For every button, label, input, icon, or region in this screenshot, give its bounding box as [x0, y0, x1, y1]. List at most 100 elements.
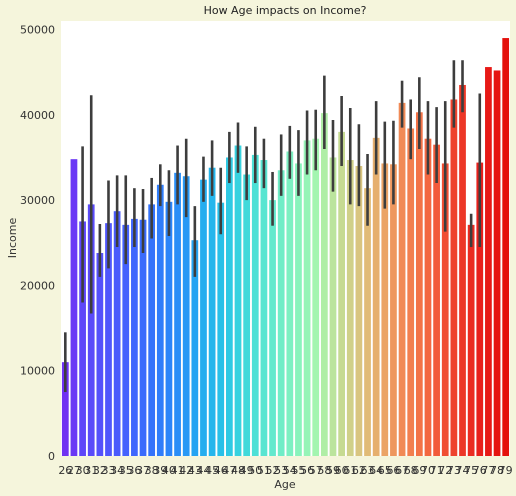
bar-age-32: [96, 253, 104, 456]
bar-age-74: [459, 84, 466, 457]
bar-age-42: [182, 176, 190, 456]
bar-age-34: [113, 211, 121, 456]
bar-age-35: [122, 224, 130, 456]
x-tick-label: 71: [430, 464, 444, 477]
x-tick-label: 45: [205, 464, 219, 477]
bar-age-26: [61, 362, 69, 456]
bar-age-71: [433, 144, 440, 457]
bar-age-59: [329, 157, 337, 456]
x-tick-label: 42: [179, 464, 193, 477]
bar-age-36: [131, 218, 138, 456]
x-tick-label: 72: [438, 464, 452, 477]
x-tick-label: 50: [248, 464, 262, 477]
x-tick-label: 53: [274, 464, 288, 477]
x-tick-label: 40: [162, 464, 176, 477]
x-tick-label: 61: [343, 464, 357, 477]
x-tick-label: 64: [369, 464, 383, 477]
x-tick-label: 31: [84, 464, 98, 477]
bar-age-46: [217, 202, 225, 456]
bar-age-60: [338, 131, 345, 456]
bar-age-53: [277, 170, 285, 456]
bar-age-43: [191, 240, 199, 456]
error-bars: [64, 60, 482, 393]
x-tick-label: 30: [76, 464, 90, 477]
x-tick-label: 59: [326, 464, 340, 477]
x-tick-label: 43: [188, 464, 202, 477]
bar-age-51: [260, 160, 268, 456]
x-tick-label: 39: [153, 464, 167, 477]
bar-age-31: [87, 204, 95, 456]
x-tick-label: 51: [257, 464, 271, 477]
x-tick-label: 68: [404, 464, 418, 477]
bar-age-69: [415, 112, 423, 456]
bar-age-47: [226, 157, 233, 456]
x-tick-label: 67: [395, 464, 409, 477]
bar-age-68: [407, 128, 415, 456]
x-tick-label: 26: [58, 464, 72, 477]
x-tick-label: 35: [119, 464, 133, 477]
bar-age-56: [303, 140, 311, 457]
bar-age-58: [320, 113, 328, 456]
bar-age-62: [355, 166, 363, 456]
x-tick-label: 54: [283, 464, 297, 477]
bar-age-39: [156, 184, 164, 456]
bar-age-49: [243, 174, 251, 456]
x-tick-label: 55: [291, 464, 305, 477]
x-tick-label: 70: [421, 464, 435, 477]
x-tick-label: 52: [266, 464, 280, 477]
x-tick-label: 41: [171, 464, 185, 477]
x-tick-label: 73: [447, 464, 461, 477]
y-tick-label: 30000: [20, 194, 55, 207]
x-tick-label: 75: [464, 464, 478, 477]
bar-age-67: [398, 102, 406, 456]
bar-age-65: [381, 163, 389, 457]
x-tick-label: 56: [300, 464, 314, 477]
bar-age-72: [441, 163, 449, 457]
x-tick-label: 76: [473, 464, 487, 477]
bar-age-38: [148, 204, 156, 456]
x-tick-label: 32: [93, 464, 107, 477]
x-tick-label: 62: [352, 464, 366, 477]
bar-age-48: [234, 145, 242, 456]
bar-age-30: [79, 221, 86, 456]
x-tick-label: 65: [378, 464, 392, 477]
chart-title: How Age impacts on Income?: [204, 4, 367, 17]
x-tick-label: 44: [196, 464, 210, 477]
x-axis-label: Age: [274, 478, 296, 491]
x-tick-label: 66: [386, 464, 400, 477]
y-axis-ticks: 0 10000 20000 30000 40000 50000: [20, 24, 55, 463]
bar-age-52: [269, 200, 276, 456]
bar-age-33: [105, 223, 112, 456]
bar-age-37: [139, 219, 147, 456]
y-tick-label: 10000: [20, 365, 55, 378]
bar-age-57: [312, 138, 320, 457]
x-tick-label: 47: [222, 464, 236, 477]
bar-age-44: [200, 179, 207, 456]
x-tick-label: 69: [412, 464, 426, 477]
bar-age-66: [390, 164, 397, 456]
bar-age-79: [502, 38, 510, 456]
bar-age-64: [372, 137, 380, 456]
x-tick-label: 48: [231, 464, 245, 477]
x-tick-label: 63: [361, 464, 375, 477]
bar-age-55: [295, 163, 302, 457]
x-tick-label: 49: [240, 464, 254, 477]
bar-age-45: [208, 167, 216, 457]
bar-age-78: [493, 70, 501, 457]
bar-age-40: [165, 201, 173, 456]
x-tick-label: 38: [145, 464, 159, 477]
y-tick-label: 20000: [20, 279, 55, 292]
x-tick-label: 78: [490, 464, 504, 477]
x-tick-label: 74: [456, 464, 470, 477]
bar-age-70: [424, 138, 432, 457]
x-tick-label: 46: [214, 464, 228, 477]
bar-age-54: [286, 151, 294, 456]
x-tick-label: 57: [309, 464, 323, 477]
y-axis-label: Income: [6, 218, 19, 259]
bar-age-77: [485, 67, 492, 456]
x-tick-label: 60: [335, 464, 349, 477]
x-tick-label: 27: [67, 464, 81, 477]
x-tick-label: 77: [481, 464, 495, 477]
x-tick-label: 37: [136, 464, 150, 477]
